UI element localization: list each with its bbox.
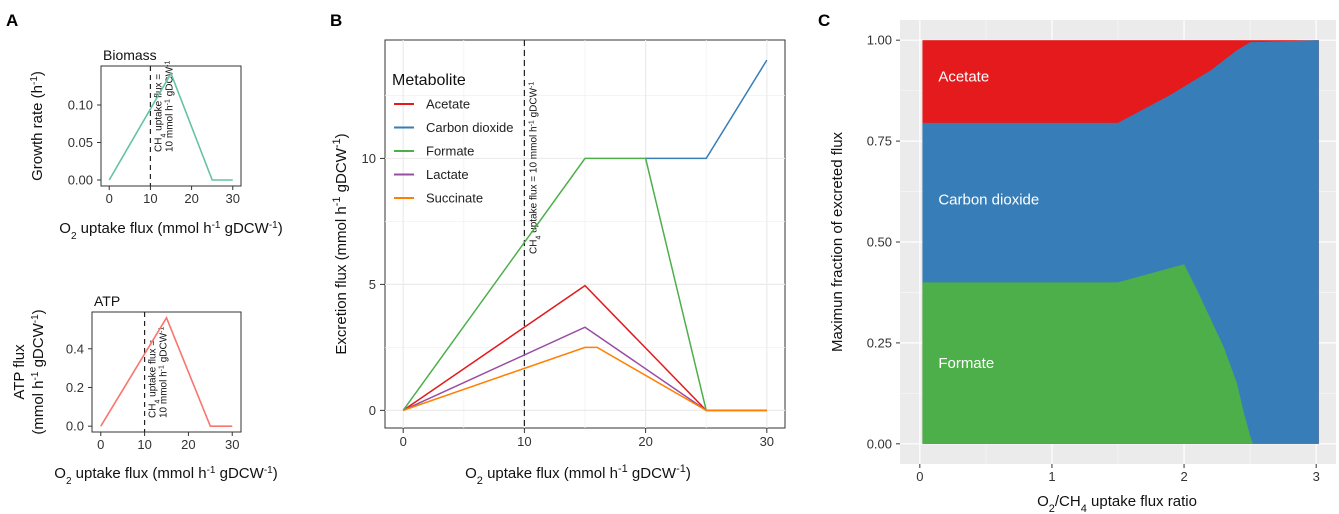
biomass-y-tick-label: 0.10 xyxy=(68,98,93,113)
excretion-y-axis-label: Excretion flux (mmol h-1 gDCW-1) xyxy=(331,133,350,354)
legend-title: Metabolite xyxy=(392,72,466,89)
biomass-x-tick-label: 10 xyxy=(143,191,157,206)
excretion-x-tick-label: 10 xyxy=(517,434,531,449)
biomass-growth-line xyxy=(108,71,233,181)
panel-letter-a: A xyxy=(6,11,18,30)
area-label-acetate: Acetate xyxy=(938,69,989,86)
atp-x-tick-label: 30 xyxy=(225,437,239,452)
legend-label-lactate: Lactate xyxy=(426,167,469,182)
fraction-x-axis-label: O2/CH4 uptake flux ratio xyxy=(1037,493,1197,514)
fraction-x-tick-label: 0 xyxy=(916,469,923,484)
atp-flux-line xyxy=(100,316,233,427)
fraction-y-tick-label: 0.00 xyxy=(867,436,892,451)
fraction-y-tick-label: 0.75 xyxy=(867,134,892,149)
atp-y-tick-label: 0.2 xyxy=(66,380,84,395)
atp-plot-frame xyxy=(91,311,242,433)
panel-letter-c: C xyxy=(818,11,830,30)
legend-label-formate: Formate xyxy=(426,144,474,159)
biomass-chart-title: Biomass xyxy=(103,47,157,63)
excretion-y-tick-label: 10 xyxy=(362,151,376,166)
atp-chart: ATP 0 10 20 30 0.00.20.4 CH4 uptake flux = … xyxy=(11,293,278,487)
excretion-x-tick-label: 0 xyxy=(400,434,407,449)
biomass-chart: Biomass 0 10 20 30 0.00 0.05 0.10 CH4 uptake … xyxy=(29,47,283,242)
excretion-annotation: CH4 uptake flux = 10 mmol h-1 gDCW-1 xyxy=(528,82,542,254)
carbon-dioxide-series-line xyxy=(645,59,768,160)
atp-annotation-line2: 10 mmol h-1 gDCW-1 xyxy=(158,327,170,418)
excretion-x-tick-label: 20 xyxy=(638,434,652,449)
atp-x-tick-label: 20 xyxy=(181,437,195,452)
excretion-chart: 0 10 20 30 0 5 10 CH4 uptake flux = 10 mmol h… xyxy=(331,39,786,487)
fraction-y-axis-label: Maximun fraction of excreted flux xyxy=(829,131,846,352)
atp-y-tick-label: 0.4 xyxy=(66,341,84,356)
biomass-x-tick-label: 30 xyxy=(226,191,240,206)
excretion-y-tick-label: 5 xyxy=(369,277,376,292)
succinate-series-line xyxy=(402,346,767,412)
excretion-x-axis-label: O2 uptake flux (mmol h-1 gDCW-1) xyxy=(465,463,691,487)
atp-y-axis-label-line1: ATP flux xyxy=(11,344,28,400)
fraction-y-tick-label: 0.50 xyxy=(867,235,892,250)
excretion-x-tick-label: 30 xyxy=(760,434,774,449)
fraction-chart: Acetate Carbon dioxide Formate 0 1 2 3 0.00 0.… xyxy=(829,20,1336,514)
area-label-carbon-dioxide: Carbon dioxide xyxy=(938,192,1039,209)
fraction-x-tick-label: 2 xyxy=(1180,469,1187,484)
fraction-x-tick-label: 1 xyxy=(1048,469,1055,484)
atp-chart-title: ATP xyxy=(94,293,120,309)
biomass-x-axis-label: O2 uptake flux (mmol h-1 gDCW-1) xyxy=(59,220,282,242)
excretion-y-tick-label: 0 xyxy=(369,403,376,418)
atp-x-tick-label: 0 xyxy=(97,437,104,452)
atp-x-tick-label: 10 xyxy=(137,437,151,452)
biomass-annotation-line1: CH4 uptake flux = xyxy=(153,74,167,152)
fraction-x-tick-label: 3 xyxy=(1313,469,1320,484)
biomass-y-tick-label: 0.05 xyxy=(68,135,93,150)
panel-letter-b: B xyxy=(330,11,342,30)
atp-y-axis-label-line2: (mmol h-1 gDCW-1) xyxy=(30,309,48,434)
formate-area xyxy=(922,264,1319,444)
biomass-plot-frame xyxy=(100,65,242,187)
legend-label-succinate: Succinate xyxy=(426,191,483,206)
excretion-legend: Metabolite Acetate Carbon dioxide Formate L… xyxy=(392,72,513,206)
area-label-formate: Formate xyxy=(938,355,994,372)
legend-label-carbon-dioxide: Carbon dioxide xyxy=(426,120,513,135)
biomass-x-tick-label: 0 xyxy=(106,191,113,206)
atp-x-axis-label: O2 uptake flux (mmol h-1 gDCW-1) xyxy=(54,465,277,487)
legend-label-acetate: Acetate xyxy=(426,97,470,112)
biomass-x-tick-label: 20 xyxy=(184,191,198,206)
fraction-y-tick-label: 0.25 xyxy=(867,335,892,350)
biomass-y-tick-label: 0.00 xyxy=(68,173,93,188)
atp-y-tick-label: 0.0 xyxy=(66,419,84,434)
biomass-y-axis-label: Growth rate (h-1) xyxy=(29,71,47,181)
fraction-y-tick-label: 1.00 xyxy=(867,33,892,48)
biomass-annotation-line2: 10 mmol h-1 gDCW-1 xyxy=(164,61,176,152)
atp-annotation-line1: CH4 uptake flux = xyxy=(148,340,162,418)
